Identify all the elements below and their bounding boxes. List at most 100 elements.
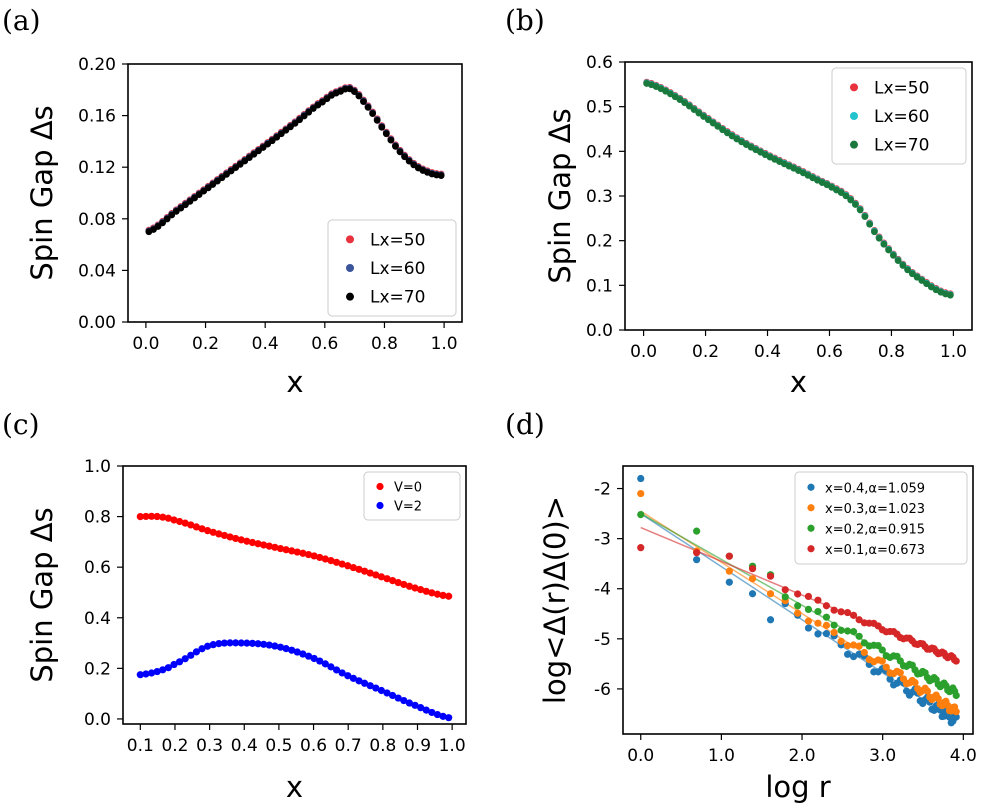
data-point-d-2 (693, 527, 701, 535)
legend-marker-d-3 (807, 545, 815, 553)
data-point-d-0 (822, 630, 831, 638)
data-point-c-0 (175, 517, 184, 526)
y-tick-label-c: 0.6 (84, 558, 111, 578)
data-point-c-1 (147, 669, 156, 677)
data-point-b-2 (899, 262, 907, 269)
legend-box-d (794, 471, 968, 565)
data-point-c-0 (360, 567, 369, 575)
legend-marker-d-1 (807, 504, 815, 512)
data-point-c-1 (232, 639, 240, 647)
y-axis-label-a: Spin Gap Δs (25, 105, 59, 280)
data-point-b-2 (880, 240, 888, 248)
data-point-b-2 (719, 126, 726, 134)
data-point-c-1 (366, 682, 374, 690)
data-point-a-2 (396, 148, 404, 156)
data-point-d-2 (814, 607, 822, 616)
data-point-d-2 (822, 613, 831, 621)
data-point-c-0 (260, 541, 268, 549)
data-point-b-2 (946, 291, 954, 299)
data-point-c-0 (282, 546, 290, 554)
data-point-a-2 (378, 123, 386, 131)
data-point-c-0 (332, 558, 341, 566)
data-point-d-2 (952, 691, 960, 700)
data-point-c-0 (164, 514, 172, 522)
data-point-c-1 (142, 670, 150, 678)
data-point-c-1 (248, 639, 257, 647)
data-point-c-1 (439, 712, 447, 720)
x-tick-label-d: 4.0 (950, 746, 977, 766)
x-axis-label-d: log r (765, 770, 830, 804)
data-point-d-2 (849, 628, 858, 636)
data-point-c-0 (377, 573, 385, 581)
data-point-c-0 (321, 555, 329, 563)
data-point-c-0 (147, 512, 156, 520)
data-point-c-1 (338, 669, 346, 677)
data-point-d-2 (794, 602, 802, 610)
data-point-d-0 (725, 578, 733, 586)
data-point-d-1 (849, 641, 858, 649)
data-point-c-0 (153, 512, 161, 521)
x-tick-label-d: 2.0 (789, 746, 816, 766)
data-point-c-1 (394, 694, 402, 702)
x-tick-label-a: 0.2 (192, 334, 219, 354)
data-point-a-2 (360, 98, 367, 106)
y-tick-label-a: 0.12 (78, 158, 116, 178)
data-point-c-0 (400, 580, 408, 589)
x-tick-label-c: 0.8 (369, 736, 396, 756)
data-point-d-2 (637, 510, 645, 519)
data-point-d-1 (822, 621, 831, 629)
data-point-d-1 (804, 617, 813, 625)
y-tick-label-d: -4 (594, 580, 611, 600)
y-tick-label-a: 0.04 (78, 261, 116, 281)
axes-frame-a (127, 63, 463, 323)
data-point-c-1 (349, 674, 357, 682)
legend-box-c (363, 471, 461, 521)
data-point-c-1 (276, 643, 285, 651)
data-point-d-2 (843, 627, 852, 635)
data-point-c-1 (153, 667, 161, 676)
data-point-d-1 (830, 628, 838, 637)
data-point-c-1 (327, 663, 335, 671)
x-axis-label-a: x (286, 365, 303, 399)
data-point-d-1 (794, 609, 802, 617)
legend-label-c-0: V=0 (394, 481, 422, 496)
data-point-c-0 (445, 592, 453, 600)
y-tick-label-b: 0.3 (586, 187, 613, 207)
data-point-c-0 (405, 582, 414, 590)
data-point-c-0 (254, 540, 262, 548)
data-point-c-0 (136, 512, 144, 521)
y-tick-label-c: 0.0 (84, 710, 111, 730)
data-point-c-0 (304, 550, 313, 559)
data-point-c-0 (181, 519, 189, 527)
data-point-c-0 (417, 586, 425, 594)
data-point-c-0 (439, 591, 447, 600)
data-point-b-2 (695, 109, 703, 117)
data-point-c-0 (422, 587, 430, 595)
data-point-d-3 (794, 590, 802, 598)
data-point-d-3 (952, 657, 960, 665)
data-point-c-1 (159, 666, 167, 674)
data-point-c-0 (265, 542, 273, 550)
data-point-c-1 (304, 652, 313, 660)
data-point-c-1 (355, 677, 363, 685)
data-point-c-0 (198, 525, 206, 533)
data-point-c-0 (226, 533, 234, 541)
data-point-d-0 (804, 624, 813, 632)
data-point-c-1 (198, 645, 206, 653)
legend-marker-d-0 (807, 483, 815, 491)
data-point-c-1 (187, 651, 195, 659)
data-point-b-2 (842, 192, 850, 200)
data-point-d-1 (882, 663, 890, 671)
y-tick-label-b: 0.6 (586, 53, 613, 73)
y-tick-label-b: 0.2 (586, 232, 613, 252)
data-point-d-1 (843, 641, 852, 650)
panel-label-d: (d) (505, 408, 545, 441)
legend-label-b-1: Lx=60 (874, 107, 929, 127)
data-point-c-0 (389, 577, 397, 585)
data-point-d-0 (814, 630, 822, 638)
data-point-c-1 (372, 684, 380, 692)
y-tick-label-a: 0.00 (78, 313, 116, 333)
x-tick-label-c: 0.9 (404, 736, 431, 756)
data-point-c-0 (187, 521, 195, 529)
data-point-c-1 (170, 660, 178, 669)
